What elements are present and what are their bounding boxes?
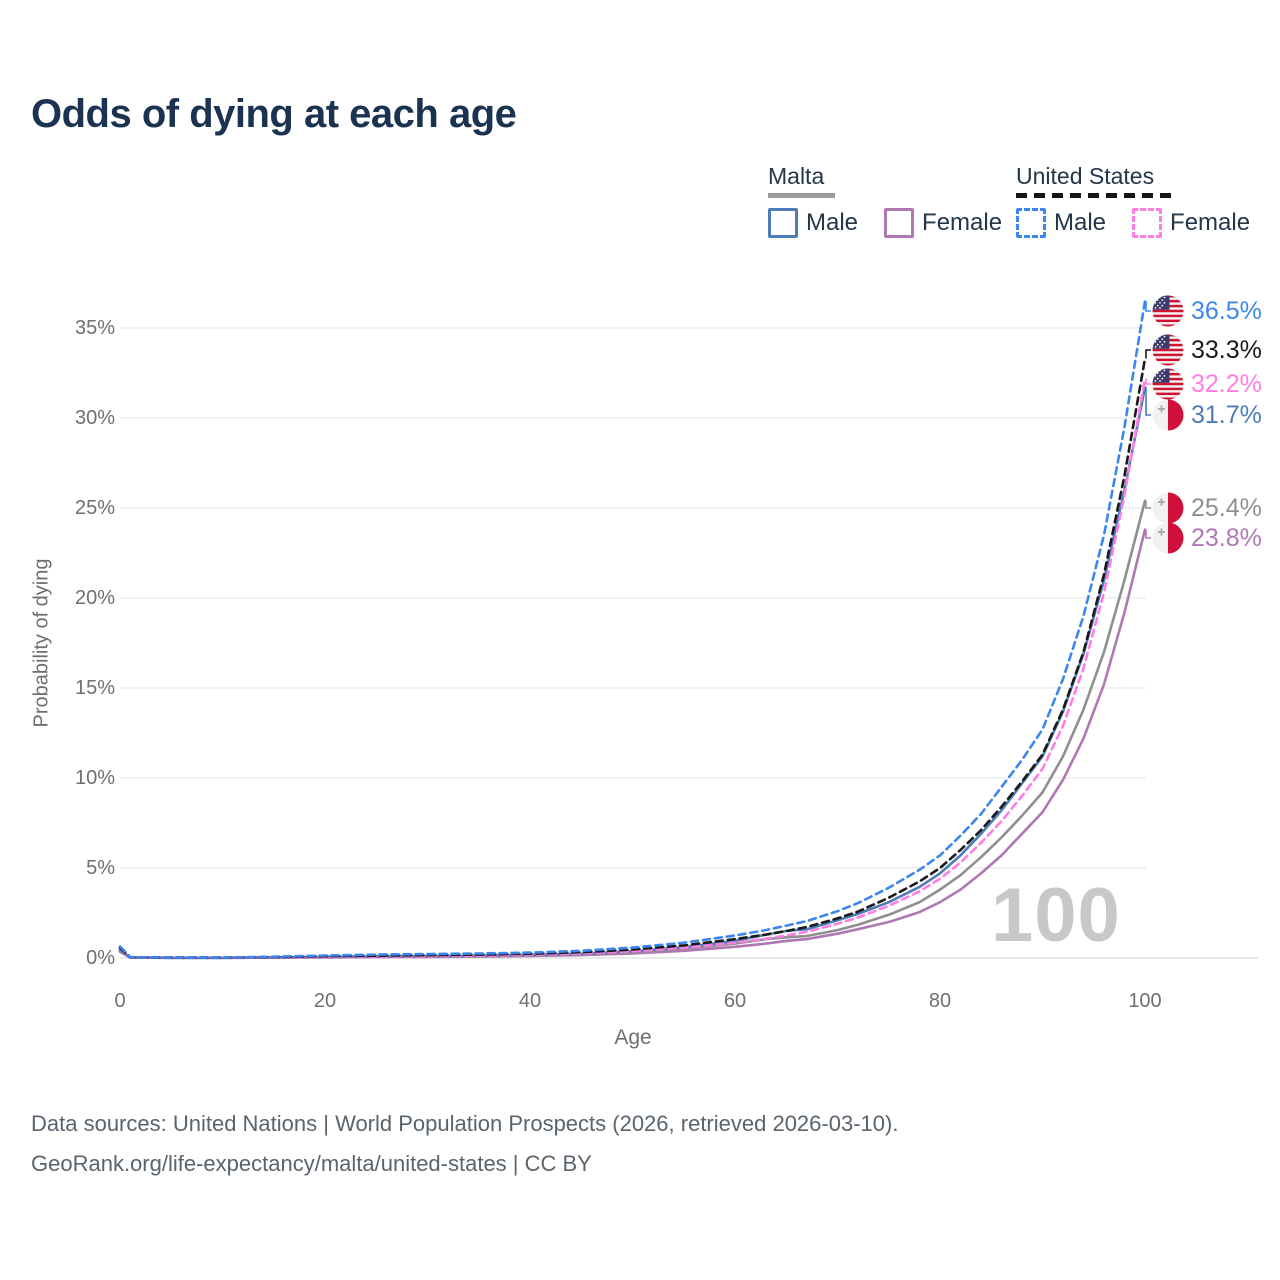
age-100-watermark: 100 xyxy=(991,873,1121,958)
legend-label-us-female: Female xyxy=(1170,209,1251,236)
end-label-united-states-male: 36.5% xyxy=(1152,295,1262,327)
united-states-male-line[interactable] xyxy=(118,299,1147,959)
y-tick-label-30: 30% xyxy=(74,407,115,429)
end-label-value: 32.2% xyxy=(1191,369,1262,398)
end-label-united-states-both: 33.3% xyxy=(1152,334,1262,366)
x-tick-label-40: 40 xyxy=(518,990,542,1012)
us-male-swatch-icon xyxy=(1016,208,1046,238)
legend-item-malta-male[interactable]: Male xyxy=(768,208,858,238)
malta-both-line-swatch xyxy=(768,193,835,198)
y-axis-title: Probability of dying xyxy=(30,558,53,728)
data-sources-line: Data sources: United Nations | World Pop… xyxy=(31,1111,899,1136)
x-tick-label-0: 0 xyxy=(114,990,126,1012)
end-label-united-states-female: 32.2% xyxy=(1152,368,1262,400)
end-label-value: 23.8% xyxy=(1191,523,1262,552)
malta-flag-icon xyxy=(1152,522,1184,554)
legend-label-malta-male: Male xyxy=(806,209,859,236)
end-label-value: 33.3% xyxy=(1191,335,1262,364)
malta-female-swatch-icon xyxy=(884,208,915,238)
end-label-value: 36.5% xyxy=(1191,296,1262,325)
us-flag-icon xyxy=(1152,368,1184,400)
malta-male-line[interactable] xyxy=(118,386,1147,960)
y-tick-label-0: 0% xyxy=(86,947,115,969)
us-flag-icon xyxy=(1152,334,1184,366)
legend-item-us-male[interactable]: Male xyxy=(1016,208,1106,238)
us-flag-icon xyxy=(1152,295,1184,327)
attribution-line: GeoRank.org/life-expectancy/malta/united… xyxy=(31,1151,592,1176)
end-label-malta-male: 31.7% xyxy=(1152,399,1262,431)
y-tick-label-25: 25% xyxy=(74,497,115,519)
y-tick-label-35: 35% xyxy=(74,317,115,339)
end-label-value: 25.4% xyxy=(1191,493,1262,522)
malta-flag-icon xyxy=(1152,399,1184,431)
y-tick-label-10: 10% xyxy=(74,767,115,789)
x-tick-label-60: 60 xyxy=(723,990,747,1012)
label-leader-line xyxy=(1145,301,1151,312)
legend-group-malta: Malta Male Female xyxy=(768,163,1002,238)
end-label-malta-both: 25.4% xyxy=(1152,492,1262,524)
malta-flag-icon xyxy=(1152,492,1184,524)
x-tick-label-20: 20 xyxy=(313,990,337,1012)
malta-flag-icon xyxy=(1152,492,1184,524)
label-leader-line xyxy=(1145,500,1151,509)
legend-malta-heading[interactable]: Malta xyxy=(768,163,825,189)
us-flag-icon xyxy=(1152,295,1184,327)
malta-male-swatch-icon xyxy=(768,208,798,238)
malta-flag-icon xyxy=(1152,399,1184,431)
united-states-female-line[interactable] xyxy=(118,377,1147,959)
us-flag-icon xyxy=(1152,368,1184,400)
us-flag-icon xyxy=(1152,334,1184,366)
legend-group-united-states: United States Male Female xyxy=(1016,163,1250,238)
us-both-line-swatch xyxy=(1016,193,1173,198)
malta-female-line[interactable] xyxy=(118,528,1147,960)
label-leader-line xyxy=(1145,349,1151,359)
end-label-value: 31.7% xyxy=(1191,400,1262,429)
y-tick-label-20: 20% xyxy=(74,587,115,609)
label-leader-line xyxy=(1145,378,1151,385)
legend-item-malta-female[interactable]: Female xyxy=(884,208,1002,238)
label-leader-line xyxy=(1145,529,1151,539)
legend-label-us-male: Male xyxy=(1054,209,1107,236)
x-tick-label-80: 80 xyxy=(928,990,952,1012)
legend-label-malta-female: Female xyxy=(922,209,1003,236)
page-title: Odds of dying at each age xyxy=(31,92,517,136)
label-leader-line xyxy=(1145,387,1151,416)
malta-both-line[interactable] xyxy=(118,499,1147,960)
legend-item-us-female[interactable]: Female xyxy=(1132,208,1250,238)
legend-us-heading[interactable]: United States xyxy=(1016,163,1155,189)
end-label-malta-female: 23.8% xyxy=(1152,522,1262,554)
x-tick-label-100: 100 xyxy=(1128,990,1162,1012)
malta-flag-icon xyxy=(1152,522,1184,554)
y-tick-label-5: 5% xyxy=(86,857,115,879)
x-axis-title: Age xyxy=(614,1026,652,1049)
y-tick-label-15: 15% xyxy=(74,677,115,699)
us-female-swatch-icon xyxy=(1132,208,1163,238)
